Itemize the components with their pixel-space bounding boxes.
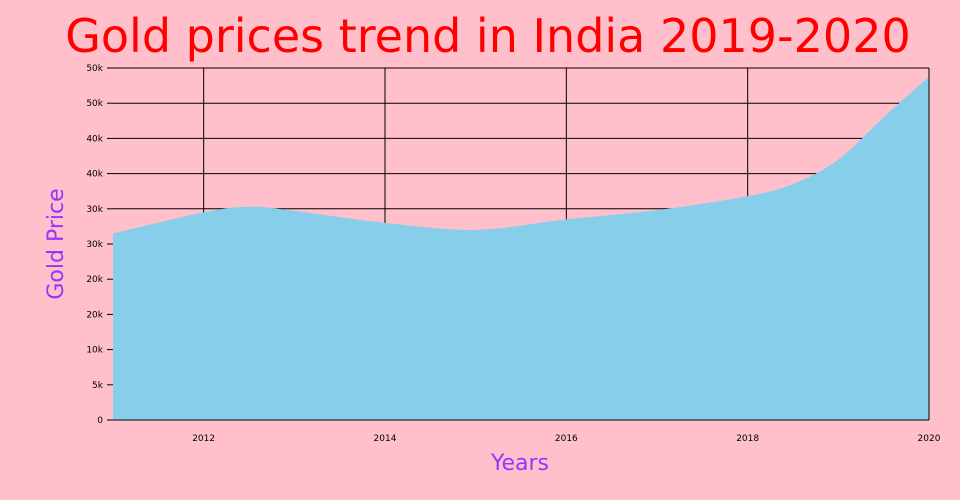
y-tick-label: 50k [86, 64, 103, 74]
area-series [113, 76, 929, 420]
x-tick-label: 2016 [555, 434, 578, 444]
y-tick-label: 20k [86, 275, 103, 285]
y-tick-label: 0 [97, 416, 103, 426]
y-tick-label: 20k [86, 310, 103, 320]
y-axis-ticks: 0 5k 10k 20k 20k 30k 30k 40k 40k 50k 50k [86, 64, 113, 426]
y-axis-label: Gold Price [44, 188, 69, 299]
x-axis-label: Years [490, 451, 549, 476]
x-tick-label: 2018 [736, 434, 759, 444]
y-tick-label: 40k [86, 134, 103, 144]
x-tick-label: 2020 [918, 434, 941, 444]
y-tick-label: 30k [86, 240, 103, 250]
x-axis-ticks: 2012 2014 2016 2018 2020 [192, 434, 941, 444]
x-tick-label: 2012 [192, 434, 215, 444]
y-tick-label: 40k [86, 170, 103, 180]
y-tick-label: 10k [86, 346, 103, 356]
y-tick-label: 50k [86, 99, 103, 109]
y-tick-label: 5k [92, 381, 104, 391]
x-tick-label: 2014 [374, 434, 397, 444]
y-tick-label: 30k [86, 205, 103, 215]
axes [113, 68, 930, 421]
chart-title: Gold prices trend in India 2019-2020 [65, 9, 910, 63]
